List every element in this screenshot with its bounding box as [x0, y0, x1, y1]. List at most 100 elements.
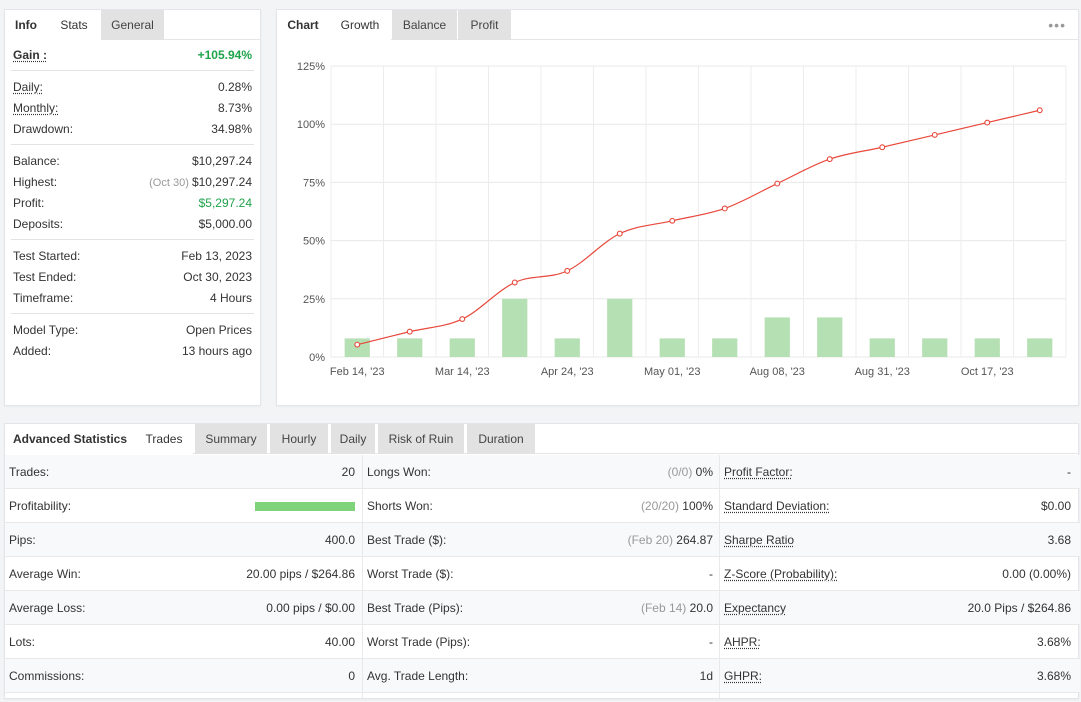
bar — [712, 338, 738, 357]
stat-value-cell: 3.68% — [1037, 659, 1071, 693]
stats-row: Average Win: 20.00 pips / $264.86 Worst Tr… — [5, 557, 1080, 591]
tab-daily[interactable]: Daily — [331, 424, 375, 454]
stat-label: Avg. Trade Length: — [367, 669, 469, 683]
info-row: Test Started: Feb 13, 2023 — [11, 246, 254, 267]
tab-trades[interactable]: Trades — [135, 424, 193, 454]
stat-label: Best Trade ($): — [367, 533, 447, 547]
stat-value-cell: 20.00 pips / $264.86 — [246, 557, 355, 591]
x-tick-label: Feb 14, '23 — [330, 366, 385, 378]
stat-label-cell: Pips: — [9, 523, 36, 557]
stat-label-cell: Z-Score (Probability): — [724, 557, 837, 591]
tab-profit[interactable]: Profit — [458, 10, 511, 40]
tab-info[interactable]: Info — [5, 10, 47, 40]
stat-label[interactable]: Expectancy — [724, 601, 787, 615]
bar — [659, 338, 685, 357]
bar — [607, 298, 633, 357]
stat-label[interactable]: Z-Score (Probability): — [724, 567, 838, 581]
y-tick-label: 125% — [297, 61, 325, 73]
stats-row: Profitability: Shorts Won: (20/20) 100% Sta… — [5, 489, 1080, 523]
tab-general[interactable]: General — [101, 10, 164, 40]
stat-label[interactable]: Profit Factor: — [724, 465, 793, 479]
tab-stats[interactable]: Stats — [47, 10, 101, 40]
stat-label: Lots: — [9, 635, 36, 649]
info-separator — [11, 313, 254, 314]
info-value: 8.73% — [218, 98, 252, 119]
growth-point — [931, 131, 938, 138]
stat-value: 3.68 — [1047, 533, 1071, 547]
info-row: Monthly: 8.73% — [11, 98, 254, 119]
info-separator — [11, 70, 254, 71]
stat-value-cell: 1d — [700, 659, 713, 693]
tab-risk-of-ruin[interactable]: Risk of Ruin — [378, 424, 464, 454]
stat-label-cell: Expectancy — [724, 591, 786, 625]
tab-balance[interactable]: Balance — [392, 10, 457, 40]
stat-value: 400.0 — [324, 533, 355, 547]
growth-point — [721, 205, 728, 212]
info-value-text: 4 Hours — [209, 291, 252, 305]
stat-note: (0/0) — [667, 465, 696, 479]
y-tick-label: 50% — [303, 236, 325, 248]
info-separator — [11, 239, 254, 240]
info-value: 4 Hours — [210, 288, 252, 309]
growth-chart: 125% 100% 75% 50% 25% 0% Feb 14, '23 Mar 14, '2… — [297, 61, 1067, 378]
more-dots-icon[interactable]: ••• — [1048, 17, 1066, 33]
stat-label-cell: Average Win: — [9, 557, 81, 591]
tab-summary[interactable]: Summary — [195, 424, 267, 454]
info-value-text: Oct 30, 2023 — [183, 270, 252, 284]
stat-value: - — [709, 635, 713, 649]
stat-value: 0% — [695, 465, 713, 479]
stat-label[interactable]: AHPR: — [724, 635, 761, 649]
stat-value: - — [709, 567, 713, 581]
growth-point — [826, 156, 833, 163]
stat-value-cell: 20.0 Pips / $264.86 — [968, 591, 1071, 625]
tab-growth[interactable]: Growth — [329, 10, 391, 40]
info-value-text: $5,297.24 — [198, 196, 252, 210]
stat-label-cell: Profitability: — [9, 489, 71, 523]
stats-row: Lots: 40.00 Worst Trade (Pips): - AHPR: 3.68% — [5, 625, 1080, 659]
info-note: (Oct 30) — [149, 177, 192, 189]
stat-label[interactable]: GHPR: — [724, 669, 763, 683]
x-tick-label: Aug 31, '23 — [855, 366, 910, 378]
tab-hourly[interactable]: Hourly — [270, 424, 328, 454]
stats-row: Pips: 400.0 Best Trade ($): (Feb 20) 264.87… — [5, 523, 1080, 557]
stat-label[interactable]: Sharpe Ratio — [724, 533, 795, 547]
y-tick-label: 100% — [297, 119, 325, 131]
y-tick-label: 25% — [303, 294, 325, 306]
info-value: +105.94% — [198, 45, 252, 66]
info-label: Test Started: — [13, 249, 81, 263]
info-label[interactable]: Gain : — [13, 48, 48, 62]
bar — [974, 338, 1000, 357]
stat-value-cell: 0.00 (0.00%) — [1002, 557, 1071, 591]
stat-value-cell: $0.00 — [1041, 489, 1071, 523]
stat-label-cell: Sharpe Ratio — [724, 523, 794, 557]
info-value-text: +105.94% — [197, 48, 252, 62]
info-separator — [11, 144, 254, 145]
bar — [554, 338, 580, 357]
stat-value-cell: 20 — [342, 455, 355, 489]
info-value: (Oct 30) $10,297.24 — [149, 172, 252, 194]
stat-value: 20.00 pips / $264.86 — [246, 567, 355, 581]
stat-label[interactable]: Standard Deviation: — [724, 499, 830, 513]
info-value-text: Feb 13, 2023 — [181, 249, 252, 263]
info-label[interactable]: Daily: — [13, 80, 44, 94]
info-value-text: $10,297.24 — [191, 175, 252, 189]
info-row: Balance: $10,297.24 — [11, 151, 254, 172]
chart-panel: Chart Growth Balance Profit ••• 125% 100%… — [276, 9, 1079, 406]
stat-value: - — [1067, 465, 1071, 479]
info-value-text: $10,297.24 — [191, 154, 252, 168]
stat-label: Pips: — [9, 533, 36, 547]
tab-duration[interactable]: Duration — [467, 424, 535, 454]
tab-chart[interactable]: Chart — [277, 10, 329, 40]
stat-value: 3.68% — [1036, 669, 1071, 683]
stat-value-cell: 3.68% — [1037, 625, 1071, 659]
advanced-stats-grid: Trades: 20 Longs Won: (0/0) 0% Profit Factor… — [5, 455, 1080, 693]
growth-point — [406, 328, 413, 335]
tab-advanced-statistics[interactable]: Advanced Statistics — [5, 424, 135, 454]
stat-note: (Feb 14) — [640, 601, 690, 615]
stat-value-cell: - — [709, 557, 713, 591]
info-label[interactable]: Monthly: — [13, 101, 59, 115]
stat-value: 20.0 — [689, 601, 713, 615]
growth-point — [879, 144, 886, 151]
stat-label-cell: Longs Won: — [367, 455, 431, 489]
info-label: Drawdown: — [13, 122, 74, 136]
